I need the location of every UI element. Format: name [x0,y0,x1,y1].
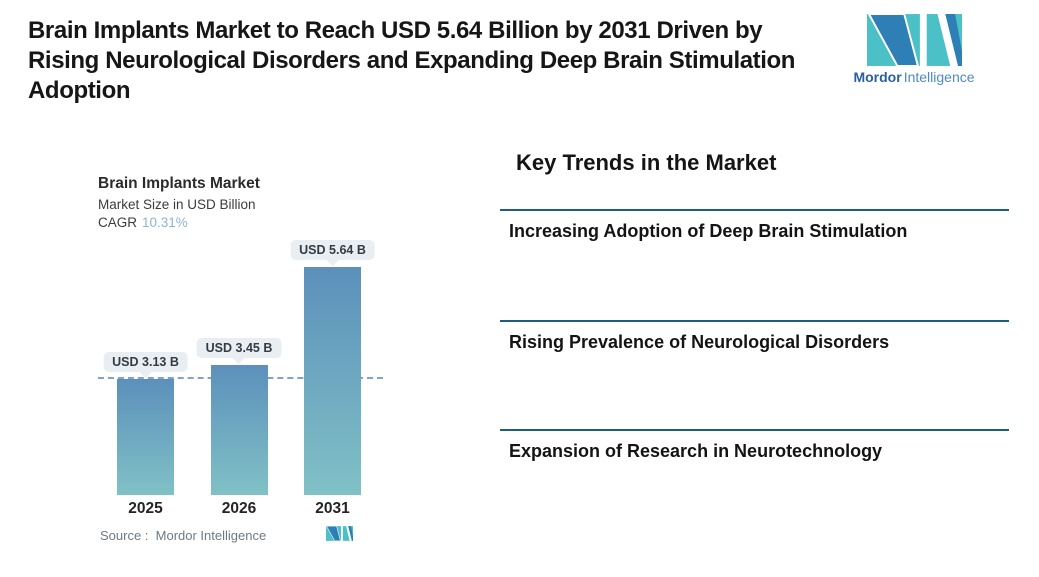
brand-logo: Mordor Intelligence [852,14,976,85]
bar-rect [304,267,361,495]
trend-divider [500,429,1009,431]
page-title-line-1: Brain Implants Market to Reach USD 5.64 … [28,17,763,44]
bar-rect [117,379,174,495]
mordor-logo-icon [866,14,962,66]
bar-value-label: USD 3.45 B [196,338,282,364]
trend-divider [500,209,1009,211]
bar-2031: USD 5.64 B [290,240,375,495]
page-title: Brain Implants Market to Reach USD 5.64 … [28,16,843,106]
brand-name-bold: Mordor [853,69,902,85]
axis-label-2025: 2025 [128,500,163,517]
trend-divider [500,320,1009,322]
bar-rect [210,365,268,495]
brand-wordmark: Mordor Intelligence [852,69,976,85]
page-title-line-2: Rising Neurological Disorders and Expand… [28,47,796,74]
trend-item-2: Rising Prevalence of Neurological Disord… [509,332,890,352]
brand-name-light: Intelligence [903,69,975,85]
page-title-line-3: Adoption [28,77,131,104]
chart-cagr: CAGR 10.31% [98,215,188,230]
trends-heading: Key Trends in the Market [516,150,777,175]
trend-item-3: Expansion of Research in Neurotechnology [509,441,883,461]
bar-chart-plot: USD 3.13 B USD 3.45 B USD 5.64 B [98,240,383,495]
bar-2026: USD 3.45 B [196,240,282,495]
chart-title: Brain Implants Market [98,175,260,192]
cagr-value: 10.31% [142,215,188,230]
x-axis-labels: 2025 2026 2031 [98,500,383,520]
mordor-logo-small-icon [326,526,353,541]
bar-2025: USD 3.13 B [103,240,188,495]
bar-value-label: USD 5.64 B [290,240,375,266]
bar-value-label: USD 3.13 B [103,352,188,378]
cagr-label: CAGR [98,215,138,230]
source-note: Source : Mordor Intelligence [100,528,267,543]
axis-label-2026: 2026 [221,500,257,517]
chart-subtitle: Market Size in USD Billion [98,197,256,212]
trend-item-1: Increasing Adoption of Deep Brain Stimul… [509,221,908,241]
axis-label-2031: 2031 [315,500,350,517]
